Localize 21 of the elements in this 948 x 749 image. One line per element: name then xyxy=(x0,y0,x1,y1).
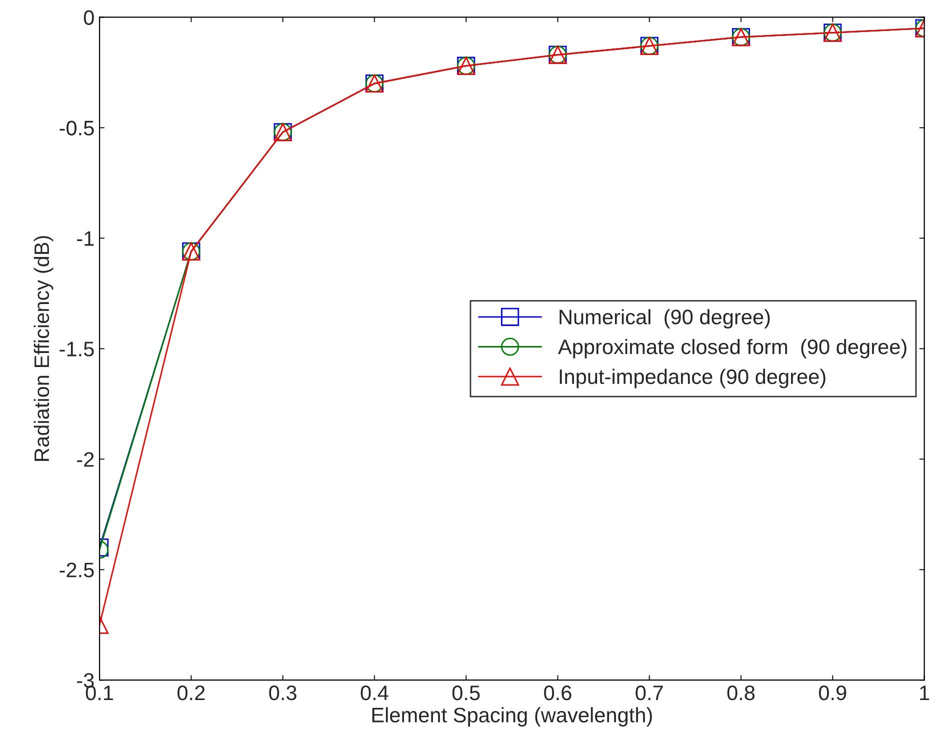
legend-label: Input-impedance (90 degree) xyxy=(560,368,826,388)
x-tick-label: 0.1 xyxy=(86,686,114,700)
y-axis-title: Radiation Efficiency (dB) xyxy=(34,236,54,461)
x-axis-title: Element Spacing (wavelength) xyxy=(372,707,652,727)
y-tick-label: -0.5 xyxy=(60,120,94,136)
x-tick-label: 0.9 xyxy=(818,686,846,700)
x-tick-label: 0.2 xyxy=(178,686,205,700)
x-tick-label: 0.6 xyxy=(544,686,572,700)
x-tick-label: 0.4 xyxy=(360,686,388,700)
x-tick-label: 0.3 xyxy=(269,686,296,700)
x-tick-label: 0.8 xyxy=(727,686,755,700)
y-tick-label: 0 xyxy=(84,10,94,25)
y-tick-label: -2 xyxy=(77,452,94,467)
legend-label: Numerical (90 degree) xyxy=(560,309,770,329)
x-tick-label: 0.7 xyxy=(636,686,663,700)
y-tick-label: -1 xyxy=(77,231,94,246)
x-tick-label: 0.5 xyxy=(452,686,480,700)
legend-label: Approximate closed form (90 degree) xyxy=(558,338,906,358)
y-tick-label: -2.5 xyxy=(60,562,94,578)
y-tick-label: -1.5 xyxy=(60,342,94,356)
x-tick-label: 1 xyxy=(920,686,930,700)
